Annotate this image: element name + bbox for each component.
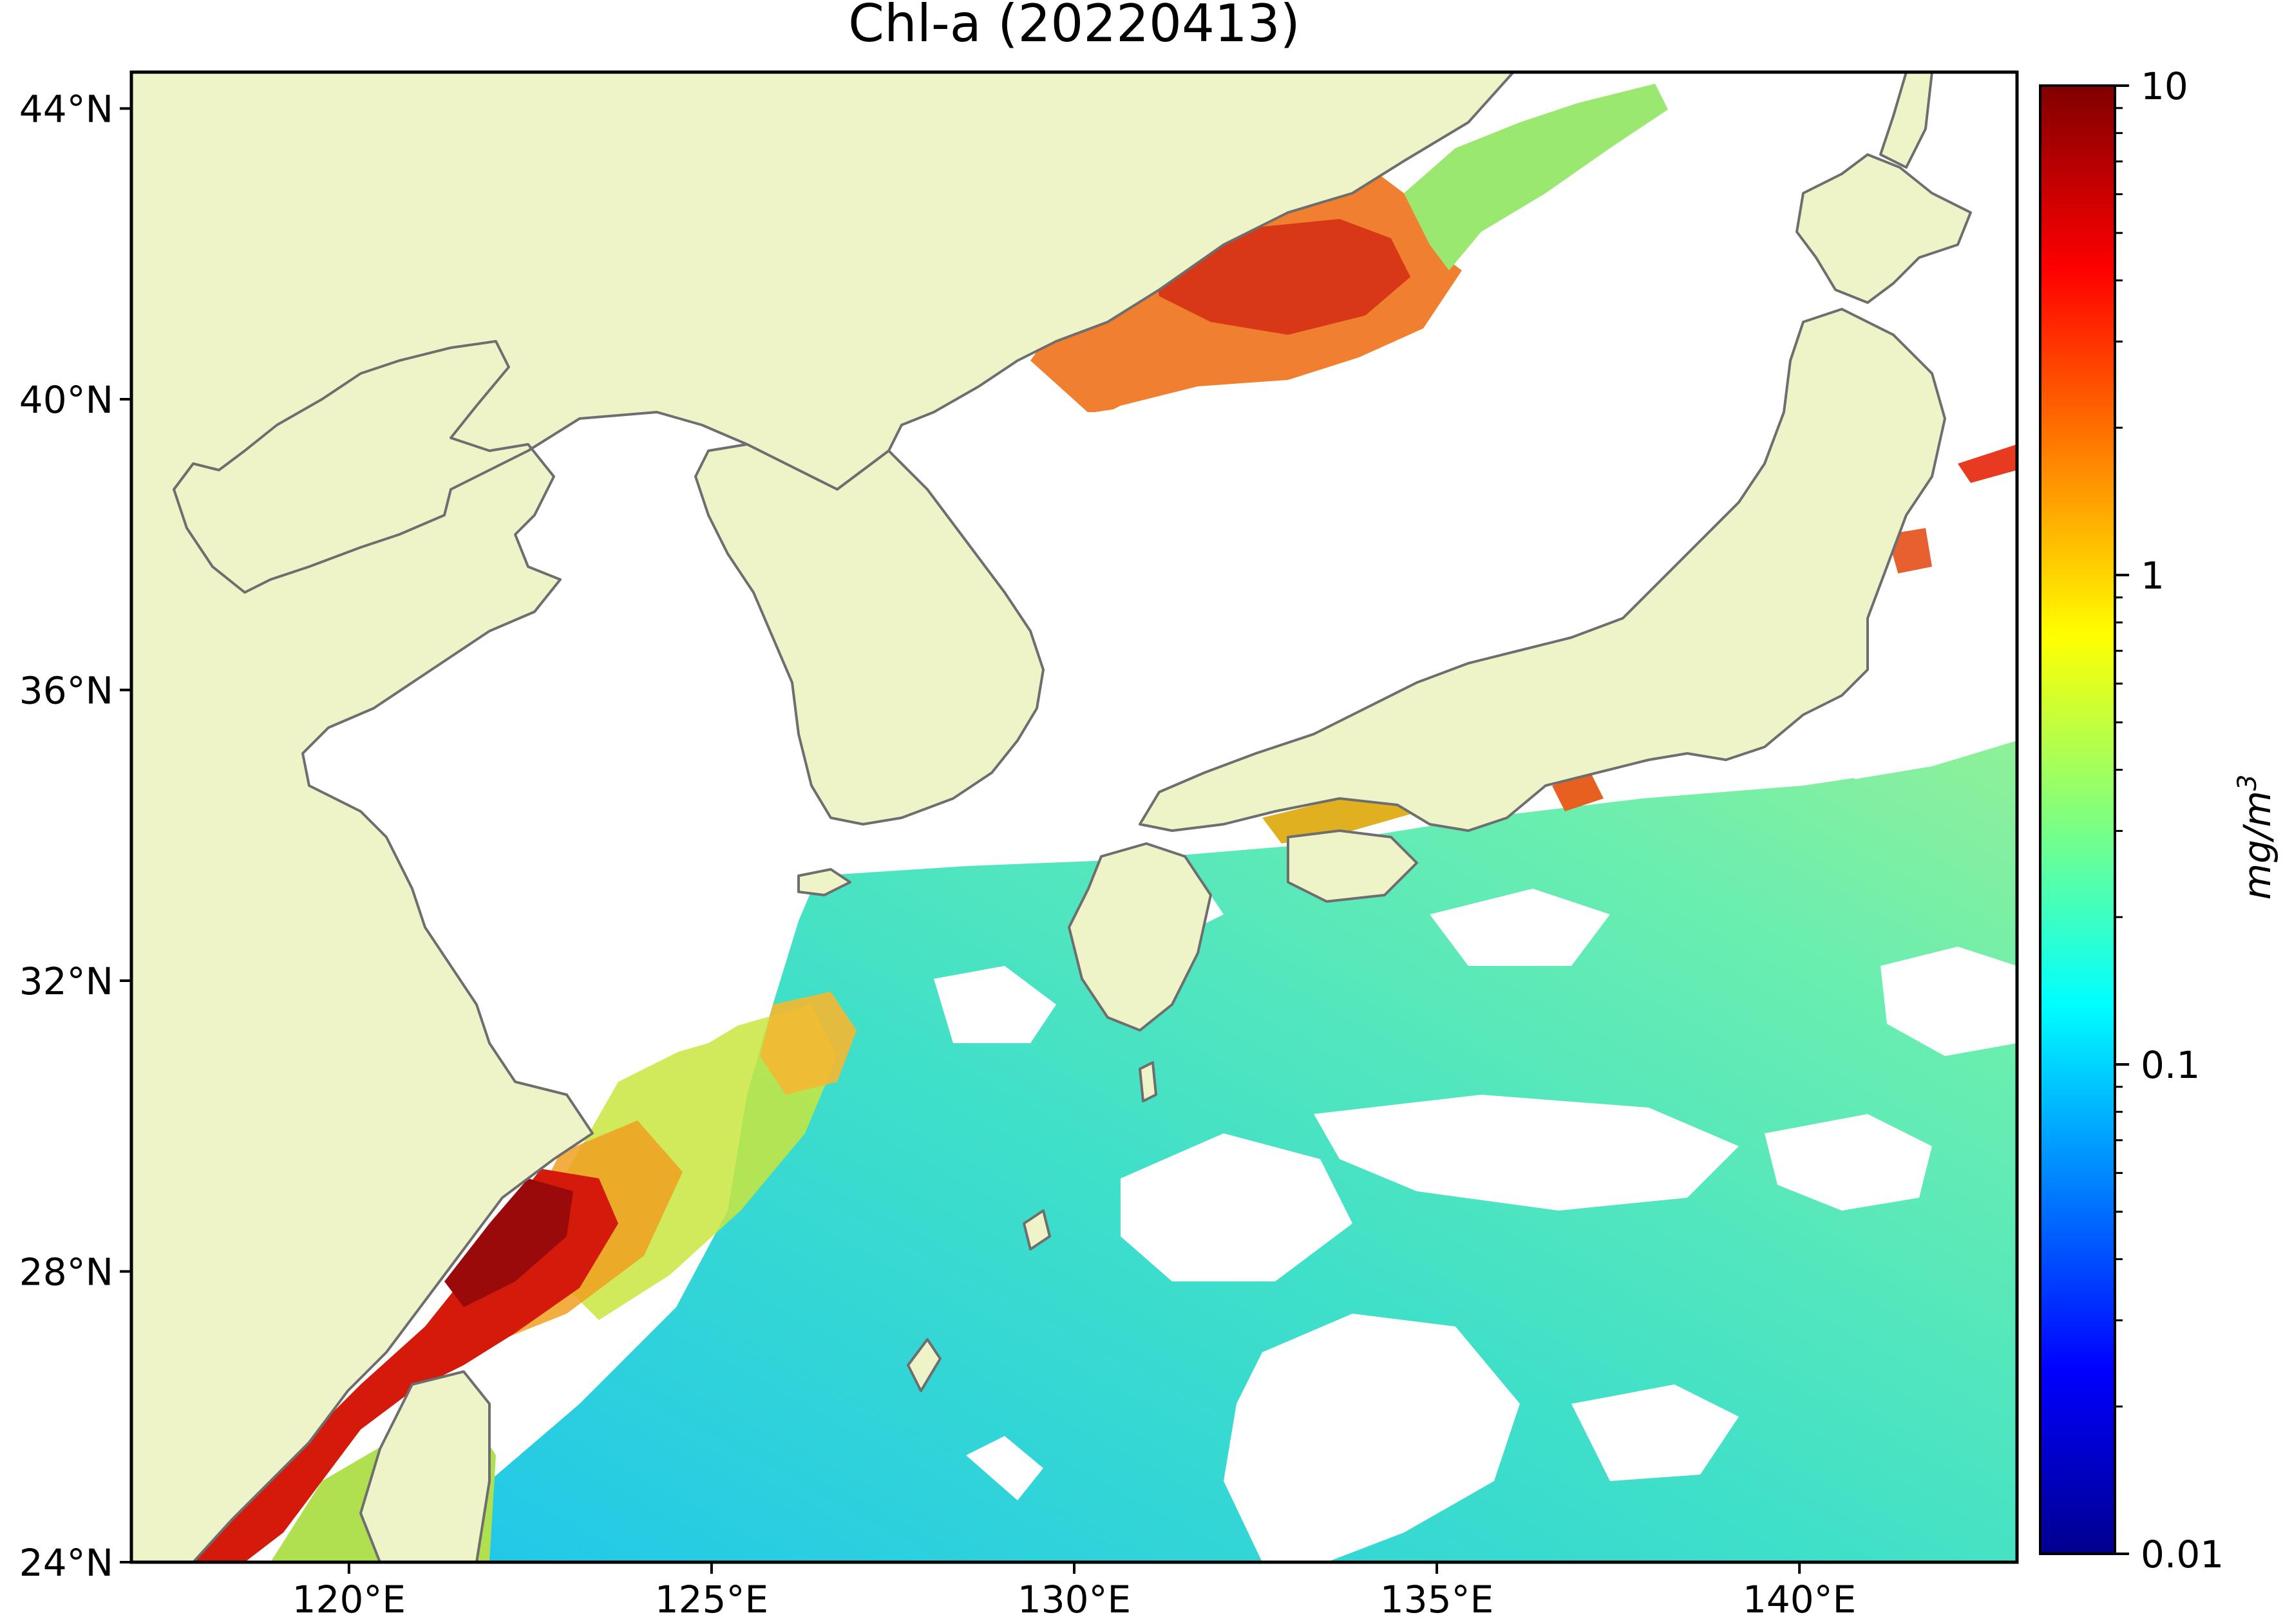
map-title: Chl-a (20220413): [848, 0, 1300, 53]
lon-tick-label: 135°E: [1380, 1578, 1493, 1621]
cloud-patch-6: [1224, 1314, 1520, 1562]
cloud-patch-5: [1430, 889, 1610, 966]
tanegashima-island: [1139, 1061, 1157, 1102]
ise-bay-patch: [1552, 773, 1604, 811]
land-layer: [131, 72, 1972, 1562]
lon-tick-label: 130°E: [1018, 1578, 1131, 1621]
coastal-bloom-core: [444, 1178, 573, 1307]
colorbar-tick-label: 10: [2141, 64, 2188, 108]
sanriku-patch: [1887, 528, 1932, 580]
colorbar-label-superscript: 3: [2233, 775, 2262, 791]
lat-tick-label: 28°N: [19, 1250, 113, 1294]
tohoku-coastal-patch: [1958, 444, 2017, 483]
taiwan: [359, 1370, 491, 1562]
lat-tick-label: 36°N: [19, 668, 113, 712]
hokkaido: [1795, 153, 1972, 304]
shelf-orange-patch-2: [760, 992, 857, 1095]
colorbar: 10 1 0.1 0.01 mg/m3: [2039, 64, 2279, 1576]
cloud-patch-8: [966, 1436, 1043, 1500]
asian-mainland: [131, 72, 1515, 1562]
lon-tick-label: 125°E: [655, 1578, 768, 1621]
latitude-axis: 24°N 28°N 32°N 36°N 40°N 44°N: [19, 87, 131, 1585]
colorbar-tick-label: 0.01: [2141, 1533, 2224, 1576]
sea-of-japan-cloud: [889, 167, 1816, 811]
colorbar-tick-label: 0.1: [2141, 1043, 2200, 1087]
cloud-patch-1: [1121, 1133, 1352, 1281]
sakhalin: [1879, 72, 1933, 169]
jeju-island: [797, 868, 851, 896]
cloud-patch-3: [1765, 1114, 1932, 1211]
cloud-patch-9: [1880, 947, 2017, 1056]
honshu: [1139, 308, 1946, 832]
lat-tick-label: 24°N: [19, 1541, 113, 1585]
colorbar-gradient: [2039, 84, 2116, 1555]
cloud-patch-4: [934, 966, 1056, 1043]
lon-tick-label: 140°E: [1743, 1578, 1856, 1621]
okinawa-island: [907, 1338, 942, 1392]
amami-island: [1023, 1209, 1051, 1251]
lat-tick-label: 32°N: [19, 959, 113, 1003]
colorbar-tick-label: 1: [2141, 554, 2165, 598]
colorbar-label: mg/m3: [2233, 775, 2279, 900]
colorbar-ticks: 10 1 0.1 0.01: [2115, 64, 2224, 1576]
lon-tick-label: 120°E: [292, 1578, 406, 1621]
shikoku: [1287, 829, 1418, 903]
lat-tick-label: 44°N: [19, 87, 113, 131]
korean-peninsula: [694, 443, 1045, 826]
tatar-strait-field: [1404, 84, 1668, 270]
longitude-axis: 120°E 125°E 130°E 135°E 140°E: [292, 1562, 1856, 1621]
kyushu: [1068, 842, 1212, 1032]
map-panel: [131, 72, 2017, 1562]
cloud-patch-2: [1314, 1095, 1739, 1211]
cloud-patch-7: [1571, 1384, 1739, 1481]
lat-tick-label: 40°N: [19, 378, 113, 422]
